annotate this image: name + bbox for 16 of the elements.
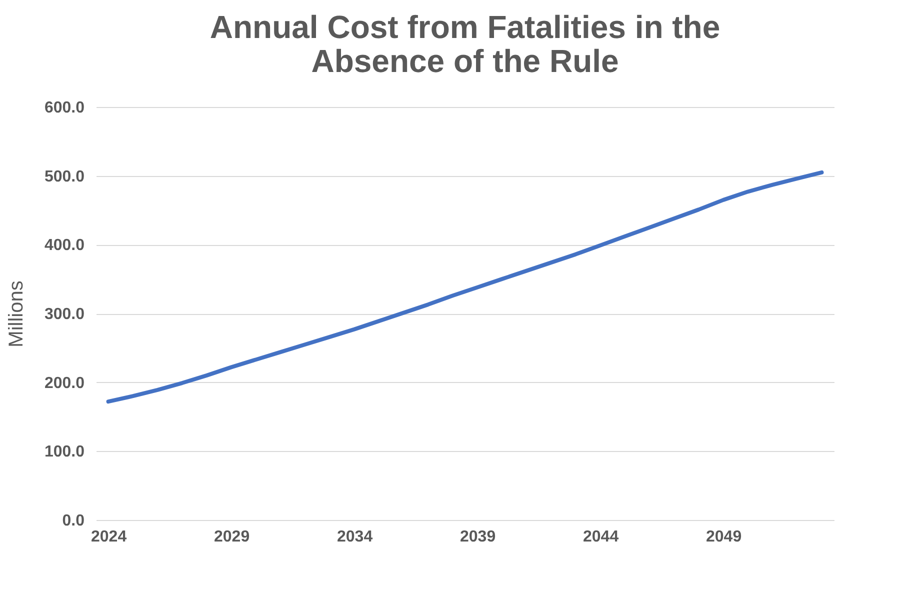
- y-tick-label: 600.0: [44, 100, 85, 116]
- y-tick-label: 0.0: [62, 512, 85, 530]
- x-tick-label: 2044: [583, 528, 619, 546]
- x-tick-label: 2049: [706, 528, 742, 546]
- x-tick-label: 2029: [214, 528, 250, 546]
- x-tick-label: 2039: [460, 528, 496, 546]
- y-tick-label: 100.0: [44, 444, 85, 461]
- line-series: [106, 170, 824, 404]
- chart-title: Annual Cost from Fatalities in the Absence of the Rule: [210, 9, 720, 79]
- x-tick-label: 2024: [91, 528, 127, 546]
- y-tick-label: 200.0: [44, 374, 85, 392]
- x-tick-label: 2034: [337, 528, 373, 546]
- y-axis-title: Millions: [5, 280, 28, 348]
- y-tick-label: 300.0: [44, 306, 85, 323]
- y-tick-label: 500.0: [44, 168, 85, 186]
- y-tick-label: 400.0: [44, 237, 85, 254]
